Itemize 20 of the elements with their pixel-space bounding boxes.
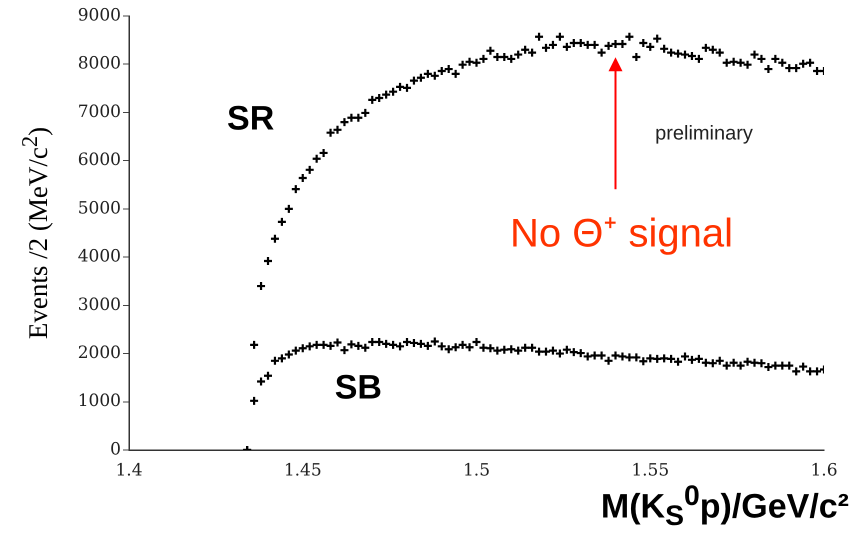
y-tick-label: 2000 [78,342,121,363]
x-tick-label: 1.6 [810,460,838,481]
series-label: SB [334,368,382,407]
y-tick-label: 4000 [78,246,121,267]
x-tick-label: 1.5 [462,460,490,481]
annotation: No Θ⁺ signal [510,211,733,256]
x-tick-label: 1.45 [284,460,322,481]
y-tick-label: 3000 [78,294,121,315]
y-tick-label: 6000 [78,150,121,170]
x-tick-label: 1.4 [115,460,143,481]
y-tick-label: 5000 [78,198,121,218]
y-tick-label: 0 [110,439,121,460]
series-label: SR [227,100,274,138]
y-tick-label: 1000 [78,391,121,412]
x-axis-title: M(K$_{S}$$^{0}$p)/GeV/c² [600,480,849,533]
y-tick-label: 8000 [78,54,121,74]
x-tick-label: 1.55 [631,460,670,481]
y-tick-label: 7000 [78,102,121,122]
y-tick-label: 9000 [78,5,121,26]
annotation: preliminary [655,122,753,145]
